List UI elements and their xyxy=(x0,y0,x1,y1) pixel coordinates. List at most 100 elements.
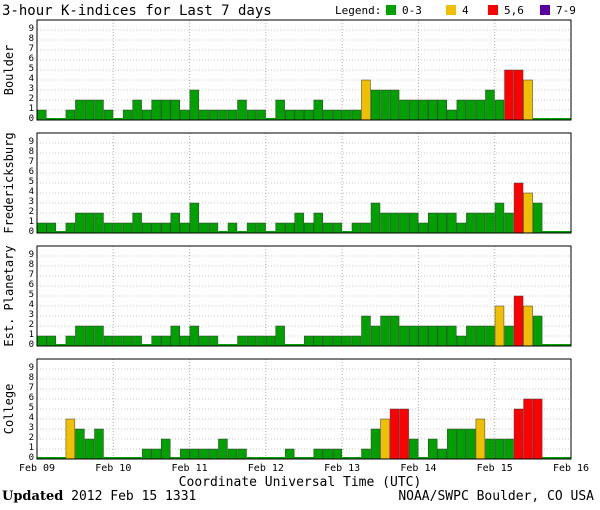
bar-1-40 xyxy=(418,222,428,234)
x-axis-label: Coordinate Universal Time (UTC) xyxy=(179,475,422,488)
legend-entry-2: 5,6 xyxy=(504,4,524,17)
y-tick-0-7: 7 xyxy=(29,44,34,54)
bar-3-6 xyxy=(94,428,104,460)
footer-source: NOAA/SWPC Boulder, CO USA xyxy=(398,489,594,504)
bar-1-25 xyxy=(275,222,285,234)
bar-3-52 xyxy=(532,398,543,460)
legend-swatch-1 xyxy=(446,5,456,15)
bar-0-30 xyxy=(323,109,333,121)
bar-2-42 xyxy=(437,325,447,347)
bar-3-16 xyxy=(189,448,200,460)
bar-1-0 xyxy=(37,222,47,234)
y-tick-2-9: 9 xyxy=(29,250,34,260)
bar-1-22 xyxy=(246,222,257,234)
updated-value: 2012 Feb 15 1331 xyxy=(71,489,197,504)
x-tick-7: Feb 16 xyxy=(553,463,589,474)
bar-0-46 xyxy=(475,99,486,121)
bar-1-38 xyxy=(399,212,409,234)
bar-3-26 xyxy=(284,448,295,460)
bar-0-45 xyxy=(466,99,476,121)
bar-1-27 xyxy=(294,212,304,234)
bar-0-15 xyxy=(180,109,190,121)
bar-2-29 xyxy=(313,335,324,347)
bar-2-10 xyxy=(132,335,142,347)
bar-2-8 xyxy=(113,335,123,347)
bar-2-47 xyxy=(485,325,495,347)
bar-2-21 xyxy=(237,335,247,347)
bar-0-42 xyxy=(437,99,447,121)
bar-3-48 xyxy=(494,438,505,460)
bar-0-38 xyxy=(399,99,409,121)
bar-1-51 xyxy=(523,192,533,234)
bar-1-5 xyxy=(84,212,95,234)
bar-3-47 xyxy=(485,438,495,460)
bar-1-14 xyxy=(170,212,180,234)
bar-2-32 xyxy=(342,335,352,347)
bar-2-23 xyxy=(256,335,266,347)
bar-1-9 xyxy=(122,222,133,234)
bar-3-30 xyxy=(323,448,333,460)
bar-1-11 xyxy=(141,222,152,234)
x-tick-1: Feb 10 xyxy=(95,463,131,474)
bar-3-11 xyxy=(141,448,152,460)
legend-label: Legend: xyxy=(335,4,381,17)
bar-0-16 xyxy=(189,89,200,121)
bar-2-30 xyxy=(323,335,333,347)
bar-2-7 xyxy=(103,335,114,347)
y-tick-3-1: 1 xyxy=(29,443,34,453)
bar-1-17 xyxy=(199,222,209,234)
bar-2-5 xyxy=(84,325,95,347)
bar-1-41 xyxy=(428,212,438,234)
bar-3-17 xyxy=(199,448,209,460)
station-label-1: Fredericksburg xyxy=(2,132,16,233)
y-tick-0-5: 5 xyxy=(29,64,34,74)
y-tick-1-6: 6 xyxy=(29,167,34,177)
bar-1-6 xyxy=(94,212,104,234)
y-tick-0-2: 2 xyxy=(29,94,34,104)
y-tick-3-8: 8 xyxy=(29,373,34,383)
bar-0-17 xyxy=(199,109,209,121)
bar-3-36 xyxy=(380,418,390,460)
bar-1-48 xyxy=(494,202,505,234)
bar-1-1 xyxy=(46,222,57,234)
bar-3-51 xyxy=(523,398,533,460)
bar-0-27 xyxy=(294,109,304,121)
bar-1-46 xyxy=(475,212,486,234)
bar-3-20 xyxy=(227,448,238,460)
bar-0-9 xyxy=(122,109,133,121)
bar-2-45 xyxy=(466,325,476,347)
bar-1-34 xyxy=(361,222,371,234)
bar-3-39 xyxy=(408,438,419,460)
bar-1-15 xyxy=(180,222,190,234)
bar-3-45 xyxy=(466,428,476,460)
bar-2-1 xyxy=(46,335,57,347)
bar-1-29 xyxy=(313,212,324,234)
y-tick-1-9: 9 xyxy=(29,137,34,147)
bar-2-46 xyxy=(475,325,486,347)
k-index-chart: 3-hour K-indices for Last 7 days Legend:… xyxy=(2,3,589,488)
bar-3-43 xyxy=(447,428,457,460)
legend-entry-0: 0-3 xyxy=(402,4,422,17)
bar-3-29 xyxy=(313,448,324,460)
bar-1-28 xyxy=(304,222,314,234)
y-tick-3-4: 4 xyxy=(29,413,34,423)
y-tick-3-2: 2 xyxy=(29,433,34,443)
bar-2-13 xyxy=(161,335,171,347)
bar-2-38 xyxy=(399,325,409,347)
bar-2-35 xyxy=(370,325,381,347)
bar-3-38 xyxy=(399,408,409,460)
bar-3-49 xyxy=(504,438,514,460)
bar-3-37 xyxy=(389,408,400,460)
bar-1-10 xyxy=(132,212,142,234)
bar-1-13 xyxy=(161,222,171,234)
bar-2-39 xyxy=(408,325,419,347)
bar-3-50 xyxy=(513,408,524,460)
bar-0-29 xyxy=(313,99,324,121)
bar-0-44 xyxy=(456,99,467,121)
bar-3-13 xyxy=(161,438,171,460)
bar-2-3 xyxy=(65,335,76,347)
bar-2-48 xyxy=(494,305,505,347)
y-tick-0-4: 4 xyxy=(29,74,34,84)
